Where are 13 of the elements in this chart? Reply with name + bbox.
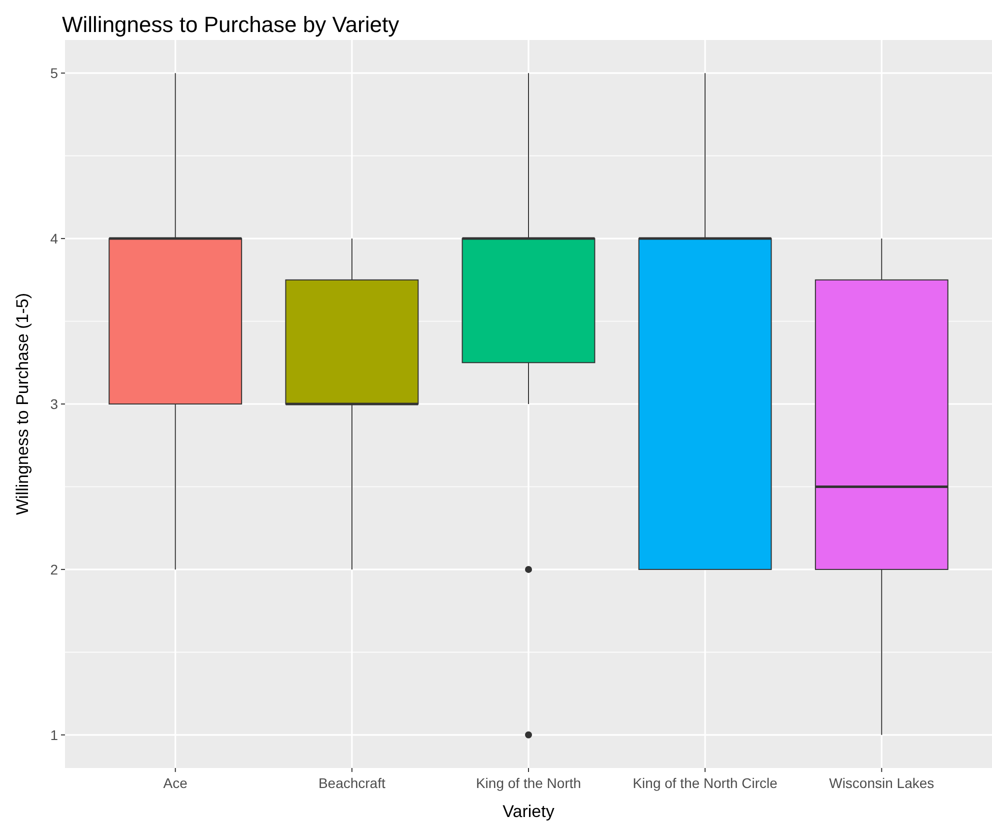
x-tick-label: King of the North xyxy=(476,775,582,791)
y-tick-label: 5 xyxy=(50,64,58,81)
y-tick-label: 2 xyxy=(50,561,58,578)
x-tick-label: King of the North Circle xyxy=(632,775,778,791)
y-tick-label: 3 xyxy=(50,396,58,412)
x-tick-label: Wisconsin Lakes xyxy=(829,775,934,791)
x-tick-label: Ace xyxy=(163,775,188,791)
x-tick-label: Beachcraft xyxy=(318,775,386,791)
chart-title: Willingness to Purchase by Variety xyxy=(62,12,400,37)
y-axis-title: Willingness to Purchase (1-5) xyxy=(13,292,32,516)
y-tick-label: 4 xyxy=(50,230,58,246)
y-tick-label: 1 xyxy=(50,726,58,743)
x-axis-title: Variety xyxy=(502,802,555,821)
